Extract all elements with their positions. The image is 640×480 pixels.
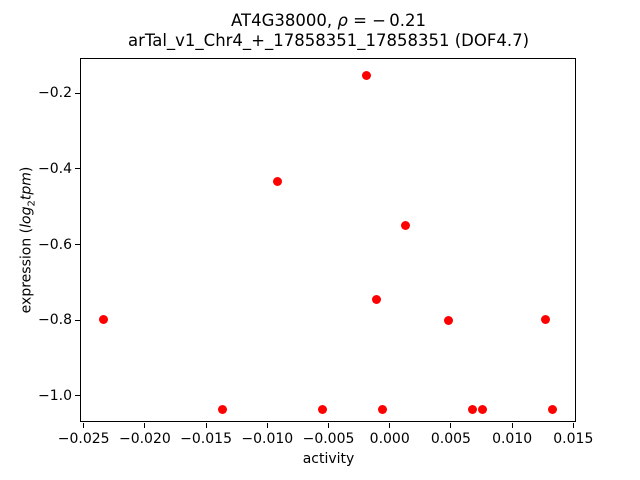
data-point [443,316,453,326]
data-point [371,294,381,304]
y-tick-mark [74,92,80,94]
y-tick-label: −0.2 [38,85,72,102]
title-rho-value: = − 0.21 [347,11,427,30]
plot-area [80,58,576,422]
x-tick-label: 0.000 [369,431,410,447]
y-tick-label: −0.8 [38,312,72,329]
x-tick-label: −0.020 [118,431,171,447]
y-tick-label: −0.4 [38,160,72,177]
x-tick-label: −0.025 [57,431,110,447]
chart-title: AT4G38000, ρ = − 0.21 arTal_v1_Chr4_+_17… [80,11,577,51]
title-gene-text: AT4G38000, [230,11,338,30]
x-tick-label: 0.005 [430,431,471,447]
ylabel-log-base: 2 [26,200,38,207]
y-tick-label: −1.0 [38,387,72,404]
data-point [317,405,327,415]
x-tick-label: 0.010 [492,431,533,447]
x-tick-mark [450,422,452,428]
x-tick-label: −0.005 [302,431,355,447]
y-tick-mark [74,395,80,397]
x-tick-label: −0.010 [241,431,294,447]
x-tick-label: 0.015 [553,431,594,447]
data-point [468,405,478,415]
data-point [401,220,411,230]
x-tick-mark [205,422,207,428]
data-point [548,405,558,415]
y-tick-mark [74,168,80,170]
x-tick-mark [389,422,391,428]
x-tick-mark [572,422,574,428]
y-tick-mark [74,244,80,246]
ylabel-log: log [18,206,35,228]
data-point [540,315,550,325]
rho-symbol: ρ [337,11,348,30]
y-tick-label: −0.6 [38,236,72,253]
data-point [478,405,488,415]
x-tick-label: −0.015 [180,431,232,447]
data-point [377,405,387,415]
data-point [98,315,108,325]
chart-subtitle: arTal_v1_Chr4_+_17858351_17858351 (DOF4.… [127,31,530,50]
chart-title-line1: AT4G38000, ρ = − 0.21 [80,11,577,31]
x-tick-mark [511,422,513,428]
x-tick-mark [83,422,85,428]
x-tick-mark [144,422,146,428]
data-point [361,70,371,80]
x-tick-mark [266,422,268,428]
x-axis-label: activity [302,451,355,467]
y-tick-mark [74,319,80,321]
x-tick-mark [328,422,329,428]
data-point [217,405,227,415]
data-point [272,176,282,186]
